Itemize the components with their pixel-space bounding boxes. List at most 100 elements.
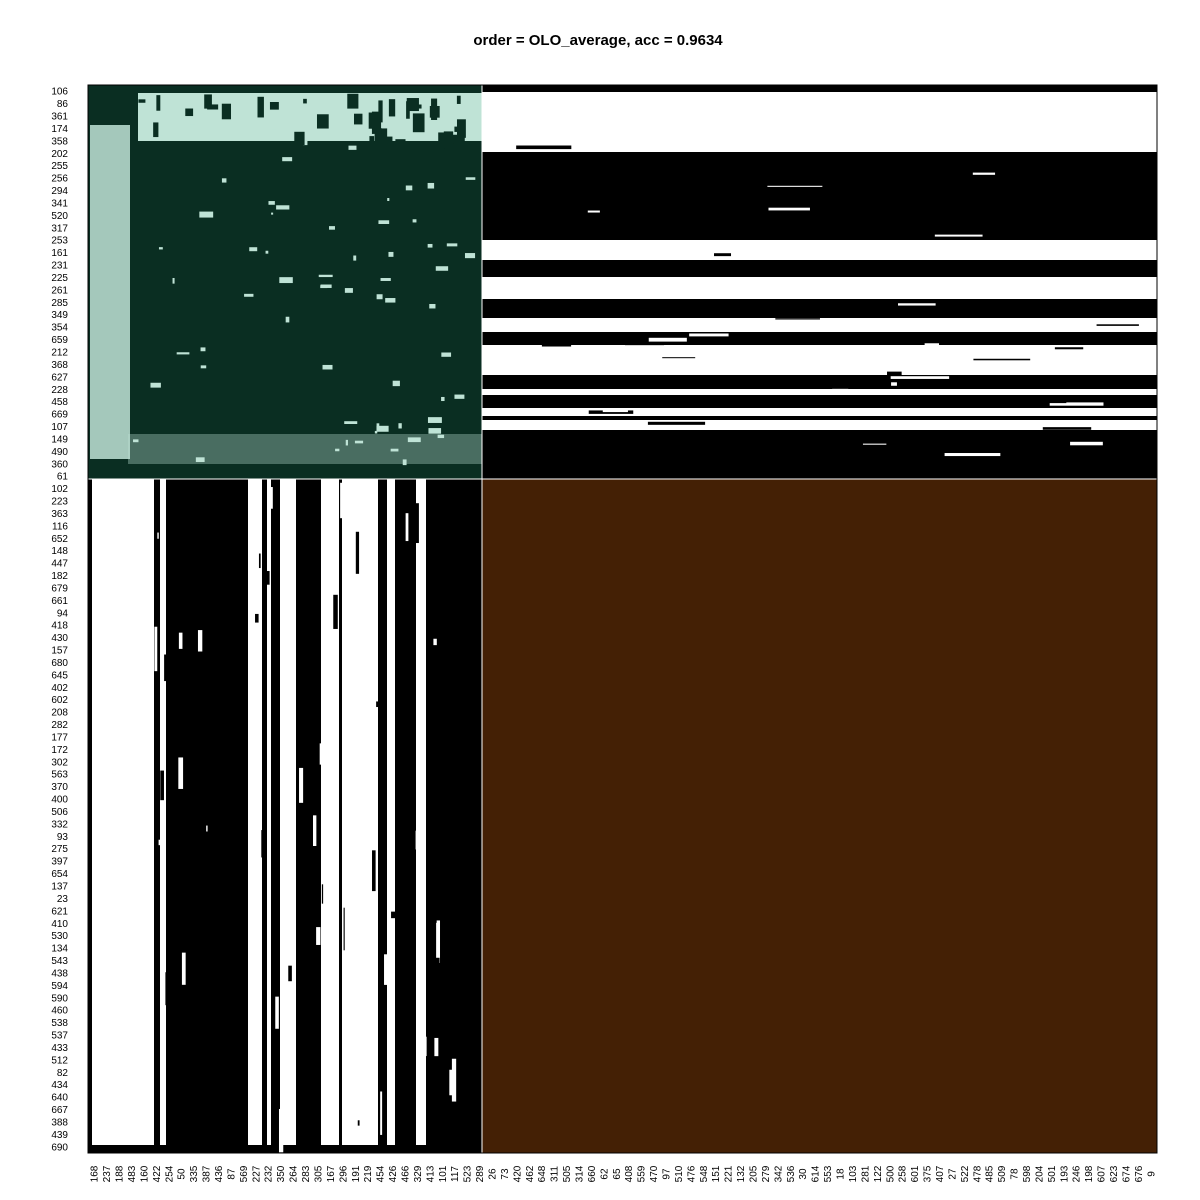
- block-1-speck: [244, 293, 254, 297]
- band-texture: [944, 453, 1001, 457]
- row-tick-label: 317: [51, 223, 68, 234]
- block-1-speck: [318, 274, 333, 278]
- column-texture: [357, 960, 362, 982]
- column-texture: [324, 1006, 329, 1039]
- col-tick-label: 553: [823, 1165, 834, 1182]
- row-tick-label: 627: [51, 372, 68, 383]
- block-1-speck: [345, 439, 348, 446]
- col-tick-label: 65: [612, 1168, 623, 1180]
- row-tick-label: 275: [51, 844, 68, 855]
- block-1-dark-speck: [204, 94, 212, 109]
- column-texture: [427, 956, 429, 983]
- column-texture: [436, 920, 441, 963]
- col-tick-label: 281: [860, 1165, 871, 1182]
- block-1-speck: [271, 212, 274, 215]
- col-tick-label: 30: [798, 1168, 809, 1180]
- col-tick-label: 601: [910, 1165, 921, 1182]
- col-tick-label: 559: [637, 1165, 648, 1182]
- row-tick-label: 294: [51, 186, 68, 197]
- col-tick-label: 623: [1109, 1165, 1120, 1182]
- column-white-5: [321, 479, 339, 1145]
- block-1-speck: [398, 423, 402, 429]
- row-tick-label: 652: [51, 534, 68, 545]
- col-tick-label: 407: [935, 1165, 946, 1182]
- row-tick-label: 202: [51, 149, 68, 160]
- band-texture: [887, 371, 902, 376]
- col-tick-label: 470: [649, 1165, 660, 1182]
- block-1-dark-speck: [269, 102, 279, 110]
- col-tick-label: 607: [1097, 1165, 1108, 1182]
- block-1-dark-speck: [257, 96, 264, 118]
- column-texture: [154, 626, 158, 672]
- col-tick-labels: 168 237 188 483 160 422 254 50 335 387 436 87 569 227…: [90, 1165, 1158, 1182]
- column-texture: [232, 506, 238, 529]
- col-tick-label: 509: [997, 1165, 1008, 1182]
- block-1-dark-speck: [438, 132, 445, 150]
- row-tick-label: 430: [51, 633, 68, 644]
- col-tick-label: 375: [923, 1165, 934, 1182]
- band-texture: [734, 313, 785, 317]
- band-texture: [862, 443, 887, 445]
- row-tick-label: 107: [51, 422, 68, 433]
- col-tick-label: 283: [301, 1165, 312, 1182]
- block-1-speck: [376, 425, 389, 432]
- row-tick-label: 332: [51, 819, 68, 830]
- band-texture: [1032, 231, 1056, 233]
- column-texture: [343, 645, 348, 665]
- column-texture: [319, 743, 324, 765]
- row-tick-label: 225: [51, 273, 68, 284]
- row-tick-label: 361: [51, 112, 68, 123]
- band-texture: [945, 393, 952, 395]
- column-texture: [312, 815, 317, 847]
- band-texture: [1048, 400, 1067, 404]
- block-1-dark-speck: [303, 98, 307, 104]
- col-tick-label: 50: [177, 1168, 188, 1180]
- block-1-speck: [407, 437, 421, 443]
- block-1-speck: [429, 303, 436, 309]
- block-1-speck: [329, 226, 335, 230]
- row-tick-label: 645: [51, 670, 68, 681]
- col-tick-label: 342: [773, 1165, 784, 1182]
- band-texture: [768, 207, 810, 211]
- block-1-speck: [322, 364, 333, 370]
- column-texture: [421, 937, 426, 947]
- block-1-speck: [441, 352, 452, 357]
- block-1-speck: [249, 247, 258, 252]
- col-tick-label: 232: [264, 1165, 275, 1182]
- band-texture: [497, 326, 552, 330]
- row-tick-label: 418: [51, 621, 68, 632]
- band-white-6: [482, 408, 1157, 416]
- chart-title: order = OLO_average, acc = 0.9634: [473, 32, 723, 49]
- block-1-speck: [344, 421, 358, 424]
- block-1-speck: [412, 219, 417, 223]
- column-texture: [432, 890, 437, 923]
- row-tick-label: 354: [51, 323, 68, 334]
- col-tick-label: 101: [438, 1165, 449, 1182]
- block-1-speck: [427, 417, 442, 423]
- band-texture: [934, 234, 983, 237]
- row-tick-label: 370: [51, 782, 68, 793]
- block-1-speck: [279, 277, 293, 284]
- band-texture: [985, 444, 995, 447]
- column-texture: [190, 555, 194, 563]
- band-texture: [995, 299, 1053, 303]
- block-1-dark-speck: [316, 114, 329, 129]
- block-1-dark-speck: [156, 95, 161, 111]
- band-texture: [500, 408, 513, 411]
- band-texture: [774, 280, 783, 284]
- block-1-dark-speck: [443, 131, 454, 149]
- block-1-speck: [285, 316, 290, 323]
- band-texture: [985, 244, 1015, 249]
- col-tick-label: 536: [786, 1165, 797, 1182]
- col-tick-label: 9: [1146, 1171, 1157, 1177]
- row-tick-label: 223: [51, 497, 68, 508]
- row-tick-label: 439: [51, 1130, 68, 1141]
- row-tick-label: 460: [51, 1006, 68, 1017]
- col-tick-label: 26: [487, 1168, 498, 1180]
- col-tick-label: 478: [972, 1165, 983, 1182]
- block-1-speck: [387, 198, 390, 202]
- column-texture: [409, 731, 415, 752]
- block-1-dark-speck: [431, 98, 438, 120]
- block-1-dark-speck: [347, 93, 359, 109]
- block-1-speck: [348, 145, 357, 150]
